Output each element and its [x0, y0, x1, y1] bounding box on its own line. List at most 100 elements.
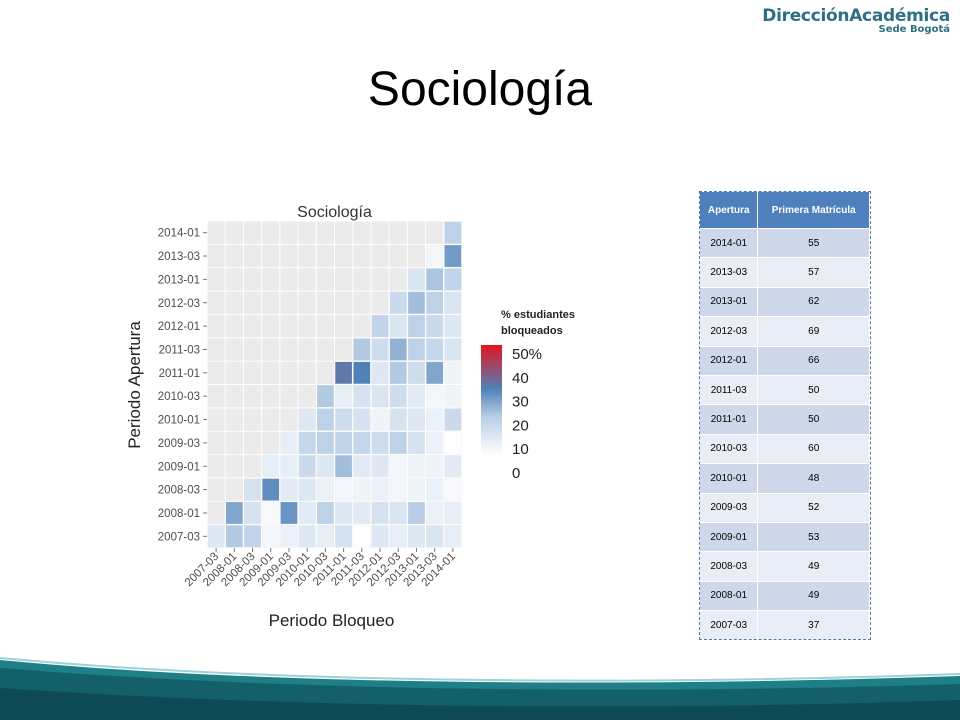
heatmap-cell — [317, 432, 334, 454]
table-row: 2010-03 60 — [700, 433, 870, 464]
footer-wave — [0, 657, 960, 720]
heatmap-cell — [317, 502, 334, 524]
heatmap-cell — [335, 502, 352, 524]
apertura-cell: 2007-03 — [700, 610, 759, 640]
heatmap-cell — [389, 385, 407, 408]
heatmap-cell — [389, 502, 407, 524]
table-row: 2008-03 49 — [700, 551, 870, 582]
heatmap-cell — [244, 525, 261, 548]
heatmap-cell — [280, 502, 298, 524]
heatmap-cell — [444, 525, 462, 548]
y-tick-label: 2009-03 — [158, 438, 200, 450]
table-row: 2013-01 62 — [700, 286, 870, 317]
heatmap-cell — [389, 291, 407, 314]
heatmap-cell — [444, 432, 462, 454]
heatmap-cell — [408, 455, 425, 478]
y-tick-label: 2008-01 — [158, 508, 200, 520]
heatmap-cell — [371, 361, 389, 384]
apertura-cell: 2009-01 — [700, 521, 759, 552]
heatmap-cell — [244, 502, 261, 524]
apertura-cell: 2011-01 — [700, 404, 759, 435]
heatmap-cell — [371, 478, 389, 501]
heatmap-cell — [426, 338, 443, 361]
slide-title: Sociología — [367, 63, 593, 116]
heatmap-cell — [444, 315, 462, 337]
y-tick-label: 2008-03 — [158, 485, 200, 497]
y-tick-label: 2009-01 — [158, 461, 200, 473]
apertura-cell: 2008-01 — [700, 580, 759, 611]
table-row: 2011-01 50 — [700, 404, 870, 435]
heatmap-cell — [426, 502, 443, 524]
heatmap-cell — [408, 502, 425, 524]
heatmap-cell — [426, 478, 443, 501]
heatmap-cell — [371, 432, 389, 454]
primera-matricula-cell: 69 — [757, 316, 870, 347]
heatmap-cell — [371, 385, 389, 408]
heatmap-cell — [444, 478, 462, 501]
heatmap-cell — [371, 338, 389, 361]
apertura-cell: 2008-03 — [700, 551, 759, 582]
header-apertura: Apertura — [700, 192, 759, 229]
legend-title-line: bloqueados — [501, 325, 563, 337]
primera-matricula-cell: 52 — [757, 492, 870, 523]
heatmap-cell — [444, 245, 462, 267]
primera-matricula-cell: 53 — [757, 521, 870, 552]
heatmap-cell — [408, 432, 425, 454]
heatmap-cell — [426, 455, 443, 478]
apertura-cell: 2009-03 — [700, 492, 759, 523]
logo-title: DirecciónAcadémica — [762, 6, 950, 26]
y-tick-label: 2013-01 — [158, 274, 200, 286]
legend-label: 20 — [512, 417, 529, 434]
heatmap-cell — [408, 408, 425, 431]
heatmap-cell — [426, 361, 443, 384]
legend-label: 40 — [512, 370, 529, 387]
legend-colorbar — [481, 345, 502, 455]
table-row: 2012-03 69 — [700, 316, 870, 347]
heatmap-cell — [317, 408, 334, 431]
heatmap-cell — [298, 455, 316, 478]
legend-title-line: % estudiantes — [501, 309, 575, 321]
heatmap-cell — [408, 525, 425, 548]
heatmap-cell — [408, 291, 425, 314]
y-tick-label: 2012-03 — [158, 298, 200, 310]
heatmap-cell — [371, 315, 389, 337]
logo-subtitle: Sede Bogotá — [878, 24, 950, 35]
heatmap-cell — [353, 338, 371, 361]
y-tick-label: 2013-03 — [158, 251, 200, 263]
heatmap-cell — [353, 502, 371, 524]
y-tick-label: 2010-03 — [158, 391, 200, 403]
primera-matricula-cell: 50 — [757, 374, 870, 405]
heatmap-cell — [444, 291, 462, 314]
heatmap-cell — [335, 408, 352, 431]
heatmap-cell — [408, 478, 425, 501]
heatmap-cell — [444, 502, 462, 524]
primera-matricula-cell: 49 — [757, 551, 870, 582]
apertura-table: Apertura Primera Matrícula 2014-01 55 2013… — [699, 191, 871, 641]
heatmap-cell — [353, 385, 371, 408]
y-tick-label: 2011-01 — [159, 368, 200, 380]
heatmap-cell — [353, 432, 371, 454]
heatmap-cell — [298, 502, 316, 524]
heatmap-cell — [298, 525, 316, 548]
heatmap-cell — [426, 408, 443, 431]
heatmap-cell — [426, 268, 443, 291]
heatmap-cell — [280, 432, 298, 454]
heatmap-cell — [335, 361, 352, 384]
primera-matricula-cell: 48 — [757, 463, 870, 494]
apertura-cell: 2012-03 — [700, 316, 759, 347]
heatmap-cell — [426, 525, 443, 548]
heatmap-cell — [408, 385, 425, 408]
heatmap-cell — [426, 385, 443, 408]
table-row: 2011-03 50 — [700, 374, 870, 405]
heatmap-cell — [207, 525, 225, 548]
heatmap-cell — [389, 361, 407, 384]
legend-label: 0 — [512, 465, 520, 482]
x-axis-label: Periodo Bloqueo — [269, 611, 395, 630]
heatmap-cell — [389, 408, 407, 431]
heatmap-cell — [371, 455, 389, 478]
heatmap-cell — [353, 478, 371, 501]
heatmap-cell — [317, 525, 334, 548]
apertura-cell: 2010-01 — [700, 463, 759, 494]
heatmap-cell — [371, 502, 389, 524]
